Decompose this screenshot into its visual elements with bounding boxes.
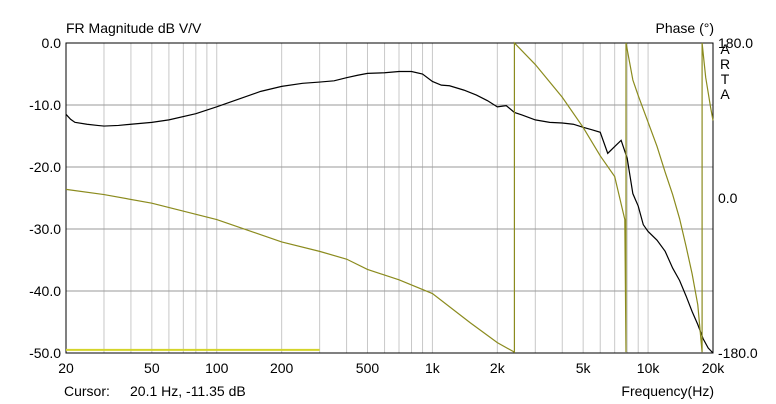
y-tick-label: -40.0 [29,283,61,299]
x-tick-label: 20 [58,360,74,376]
brand-letter: T [720,71,730,87]
x-tick-label: 10k [637,360,661,376]
x-tick-label: 100 [205,360,229,376]
y-tick-label: -20.0 [29,159,61,175]
phase-tick-label: -180.0 [718,345,758,361]
phase-tick-label: 0.0 [718,190,738,206]
y-tick-label: -50.0 [29,345,61,361]
x-tick-label: 5k [576,360,592,376]
magnitude-line [65,70,714,354]
x-tick-label: 500 [356,360,380,376]
series-layer [65,41,714,354]
grid-lines [65,42,714,354]
phase-axis-title: Phase (°) [655,20,714,36]
arta-brand: A R T A [718,42,732,102]
x-axis-title: Frequency(Hz) [621,383,714,399]
brand-letter: A [720,86,730,102]
x-tick-label: 2k [490,360,506,376]
x-tick-label: 50 [144,360,160,376]
plot-frame [65,42,714,354]
y-tick-label: -10.0 [29,97,61,113]
cursor-label: Cursor: [64,383,110,399]
y-tick-label: 0.0 [42,35,62,51]
x-tick-label: 1k [425,360,441,376]
phase-tick-label: 180.0 [718,35,753,51]
brand-letter: R [719,56,731,72]
x-tick-label: 200 [270,360,294,376]
phase-line [65,41,714,354]
chart-title: FR Magnitude dB V/V [66,20,202,36]
brand-letter: A [720,41,730,57]
cursor-readout: 20.1 Hz, -11.35 dB [130,383,246,399]
y-tick-label: -30.0 [29,221,61,237]
x-tick-label: 20k [702,360,726,376]
tick-labels: 20 50 100 200 500 1k 2k 5k 10k 20k 0.0 -10.0 -20.0 -3… [29,35,758,376]
